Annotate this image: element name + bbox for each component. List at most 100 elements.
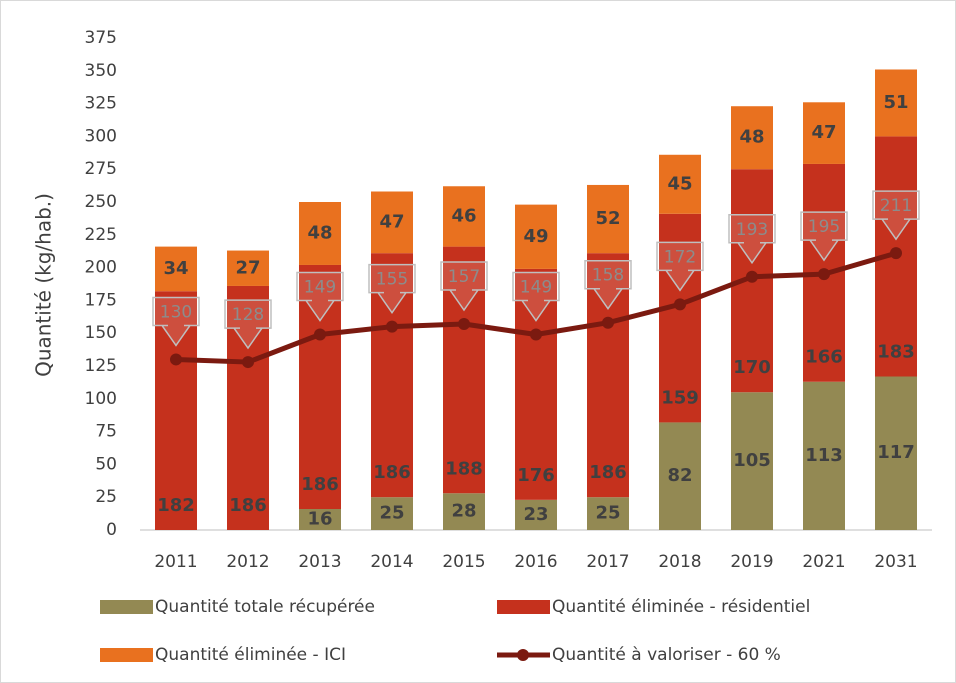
- bar-value-label: 183: [877, 341, 915, 362]
- bar-value-label: 186: [301, 474, 339, 495]
- bar-value-label: 52: [595, 208, 620, 229]
- x-tick-label: 2031: [874, 552, 917, 572]
- line-value-label: 128: [232, 305, 264, 325]
- bar-segment: [659, 422, 701, 530]
- line-value-label: 211: [880, 196, 912, 216]
- legend-label: Quantité totale récupérée: [155, 597, 375, 617]
- callout-box: [728, 214, 776, 265]
- bar-value-label: 176: [517, 465, 555, 486]
- x-tick-label: 2011: [154, 552, 197, 572]
- bar-value-label: 186: [589, 462, 627, 483]
- callout-box: [296, 271, 344, 322]
- y-tick-label: 150: [85, 323, 117, 343]
- line-value-label: 149: [520, 278, 552, 298]
- y-tick-label: 325: [85, 94, 117, 114]
- bar-value-label: 28: [451, 501, 476, 522]
- x-tick-label: 2021: [802, 552, 845, 572]
- bar-value-label: 170: [733, 357, 771, 378]
- bar-value-label: 46: [451, 205, 476, 226]
- line-value-label: 195: [808, 217, 840, 237]
- bar-segment: [875, 376, 917, 530]
- line-value-label: 157: [448, 267, 480, 287]
- bar-segment: [443, 186, 485, 247]
- line-point: [242, 356, 254, 369]
- bar-value-label: 188: [445, 458, 483, 479]
- line-point: [602, 316, 614, 329]
- x-tick-label: 2019: [730, 552, 773, 572]
- bar-segment: [587, 184, 629, 254]
- bar-segment: [875, 69, 917, 137]
- legend-label: Quantité à valoriser - 60 %: [552, 645, 781, 665]
- bar-segment: [443, 493, 485, 530]
- y-tick-label: 125: [85, 356, 117, 376]
- bar-value-label: 47: [379, 211, 404, 232]
- bar-segment: [155, 246, 197, 292]
- line-value-label: 130: [160, 302, 192, 322]
- bar-segment: [371, 191, 413, 254]
- bar-value-label: 82: [667, 465, 692, 486]
- bar-value-label: 51: [883, 92, 908, 113]
- callout-box: [440, 261, 488, 312]
- bar-segment: [659, 154, 701, 214]
- bar-value-label: 113: [805, 445, 843, 466]
- callout-box: [656, 241, 704, 292]
- line-point: [314, 328, 326, 341]
- y-tick-label: 300: [85, 126, 117, 146]
- bar-segment: [515, 499, 557, 530]
- bar-value-label: 45: [667, 173, 692, 194]
- line-point: [890, 247, 902, 260]
- bar-value-label: 48: [739, 127, 764, 148]
- legend-label: Quantité éliminée - résidentiel: [552, 597, 810, 617]
- bar-value-label: 186: [373, 462, 411, 483]
- x-tick-label: 2015: [442, 552, 485, 572]
- bar-value-label: 117: [877, 442, 915, 463]
- x-tick-label: 2012: [226, 552, 269, 572]
- bar-segment: [587, 253, 629, 498]
- bar-segment: [227, 285, 269, 530]
- y-axis-title: Quantité (kg/hab.): [32, 193, 56, 377]
- bar-segment: [731, 106, 773, 170]
- bar-value-label: 186: [229, 495, 267, 516]
- line-value-label: 149: [304, 278, 336, 298]
- bar-segment: [443, 246, 485, 494]
- y-tick-label: 50: [95, 454, 117, 474]
- bar-segment: [299, 509, 341, 530]
- bar-value-label: 166: [805, 347, 843, 368]
- line-point: [674, 298, 686, 311]
- callout-box: [224, 299, 272, 350]
- y-tick-label: 75: [95, 422, 117, 442]
- callout-box: [512, 271, 560, 322]
- y-tick-label: 100: [85, 389, 117, 409]
- x-tick-label: 2014: [370, 552, 413, 572]
- line-point: [818, 268, 830, 281]
- bar-value-label: 49: [523, 226, 548, 247]
- x-tick-label: 2018: [658, 552, 701, 572]
- bar-segment: [803, 102, 845, 164]
- bar-segment: [515, 204, 557, 269]
- y-tick-label: 375: [85, 28, 117, 48]
- legend-marker: [517, 649, 529, 661]
- line-value-label: 158: [592, 266, 624, 286]
- bar-value-label: 16: [307, 509, 332, 530]
- line-point: [746, 270, 758, 283]
- legend-swatch: [100, 648, 153, 662]
- bar-value-label: 159: [661, 387, 699, 408]
- bar-segment: [659, 213, 701, 423]
- callout-box: [368, 263, 416, 314]
- bar-value-label: 105: [733, 450, 771, 471]
- y-tick-label: 200: [85, 258, 117, 278]
- y-tick-label: 0: [106, 520, 117, 540]
- legend-swatch: [497, 600, 550, 614]
- line-value-label: 193: [736, 220, 768, 240]
- bar-segment: [155, 291, 197, 530]
- bar-segment: [299, 264, 341, 510]
- bar-value-label: 48: [307, 222, 332, 243]
- callout-box: [584, 259, 632, 311]
- callout-box: [800, 211, 848, 262]
- y-tick-label: 275: [85, 159, 117, 179]
- bar-segment: [803, 381, 845, 530]
- line-point: [530, 328, 542, 341]
- x-tick-label: 2016: [514, 552, 557, 572]
- line-value-label: 155: [376, 270, 408, 290]
